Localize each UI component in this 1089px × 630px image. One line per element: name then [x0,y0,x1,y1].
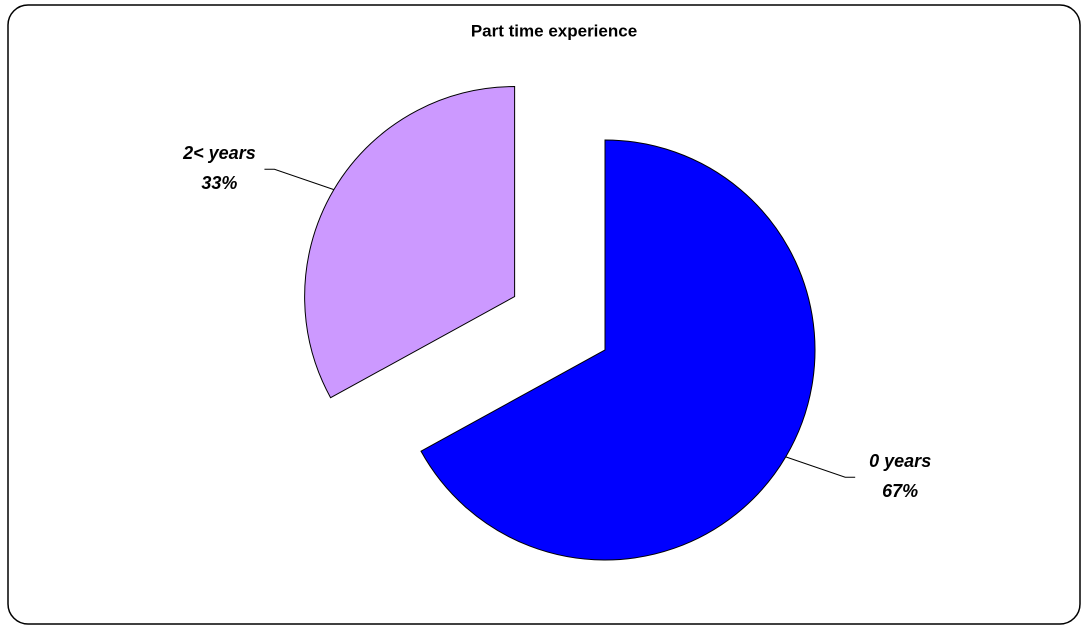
leader-line [264,168,335,191]
chart-title: Part time experience [471,21,637,40]
chart-border [7,4,1081,625]
pie-slice [304,86,516,399]
slice-label: 0 years [869,451,931,471]
slice-value-label: 33% [201,173,237,193]
leader-line [785,456,856,478]
slice-value-label: 67% [882,481,918,501]
slice-label: 2< years [182,143,256,163]
